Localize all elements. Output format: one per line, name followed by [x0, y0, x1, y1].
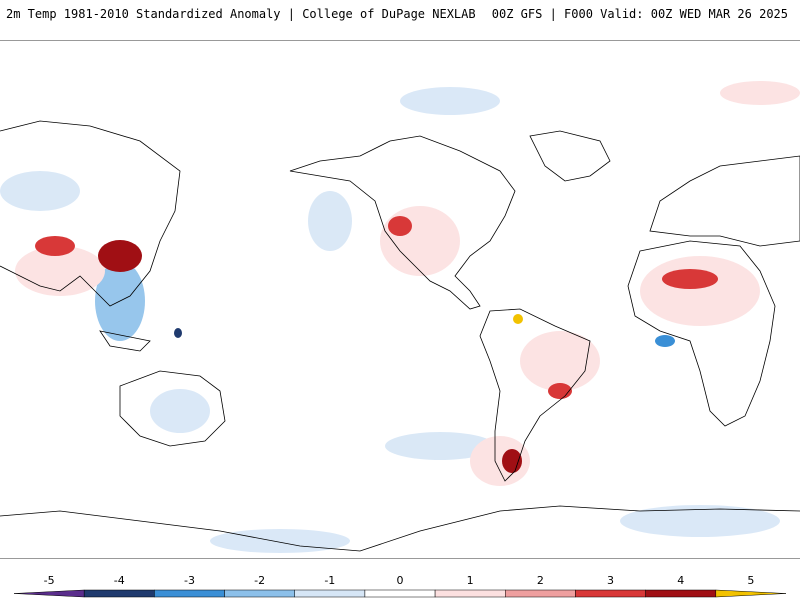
- colorbar-tick-label: 5: [747, 574, 754, 587]
- colorbar-swatch: [715, 589, 787, 598]
- colorbar-tick-label: -2: [254, 574, 265, 587]
- anomaly-siberia-cool: [0, 171, 80, 211]
- coastlines: [0, 120, 800, 552]
- anomaly-arctic-warm: [720, 81, 800, 105]
- colorbar-swatch: [575, 589, 646, 598]
- anomaly-south-pacific-cool: [385, 432, 495, 460]
- colorbar-swatch: [13, 589, 85, 598]
- colorbar-swatch: [294, 589, 366, 598]
- coast-australia: [119, 370, 226, 447]
- anomaly-brazil-warm-bg: [520, 331, 600, 391]
- colorbar-swatch: [224, 589, 295, 598]
- coast-indonesia: [99, 330, 151, 352]
- map-svg: [0, 81, 800, 553]
- header: 2m Temp 1981-2010 Standardized Anomaly |…: [0, 0, 800, 30]
- anomaly-core-patagonia: [502, 449, 522, 473]
- chart-title: 2m Temp 1981-2010 Standardized Anomaly |…: [6, 7, 476, 21]
- anomaly-core-sahara: [662, 269, 718, 289]
- anomaly-core-brazil: [548, 383, 572, 399]
- anomaly-patagonia-warm-bg: [470, 436, 530, 486]
- colorbar-tick-label: -3: [184, 574, 195, 587]
- colorbar-tick-label: 3: [607, 574, 614, 587]
- anomaly-africa-warm-bg: [640, 256, 760, 326]
- colorbar-swatch: [364, 589, 436, 598]
- anomaly-china-warm-bg: [15, 246, 105, 296]
- colorbar-swatch: [154, 589, 225, 598]
- anomaly-antarctic-cool: [210, 529, 350, 553]
- coast-south-america: [479, 308, 591, 482]
- colorbar-tick-label: 2: [537, 574, 544, 587]
- coast-europe: [649, 155, 800, 247]
- anomaly-core-china-east: [98, 240, 142, 272]
- colorbar-swatch: [83, 589, 155, 598]
- coast-north-america: [289, 135, 516, 310]
- coast-africa: [627, 240, 776, 427]
- colorbar-tick-label: -4: [114, 574, 125, 587]
- anomaly-pacific-cool: [308, 191, 352, 251]
- coast-greenland: [529, 130, 611, 182]
- colorbar-tick-label: 0: [397, 574, 404, 587]
- anomaly-arctic-cool: [400, 87, 500, 115]
- coast-asia: [0, 120, 181, 307]
- colorbar-svg: -5 -4 -3 -2 -1 0 1 2 3 4 5: [13, 574, 787, 598]
- colorbar: -5 -4 -3 -2 -1 0 1 2 3 4 5: [0, 570, 800, 600]
- colorbar-tick-label: -1: [324, 574, 335, 587]
- anomaly-australia-cool: [150, 389, 210, 433]
- colorbar-tick-label: 1: [467, 574, 474, 587]
- anomaly-shading: [0, 81, 800, 553]
- anomaly-antarctic-cool-east: [620, 505, 780, 537]
- colorbar-swatch: [645, 589, 717, 598]
- colorbar-swatch: [505, 589, 576, 598]
- anomaly-map: [0, 40, 800, 559]
- colorbar-tick-label: 4: [677, 574, 684, 587]
- colorbar-swatch: [434, 589, 506, 598]
- coast-antarctica: [0, 505, 800, 552]
- model-valid-time: 00Z GFS | F000 Valid: 00Z WED MAR 26 202…: [491, 7, 788, 21]
- anomaly-cores: [35, 216, 718, 473]
- anomaly-core-venezuela: [513, 314, 523, 324]
- anomaly-core-pacific-cold: [174, 328, 182, 338]
- anomaly-core-usa-west: [388, 216, 412, 236]
- anomaly-core-gulf-guinea-cool: [655, 335, 675, 347]
- colorbar-tick-label: -5: [44, 574, 55, 587]
- anomaly-core-china-west: [35, 236, 75, 256]
